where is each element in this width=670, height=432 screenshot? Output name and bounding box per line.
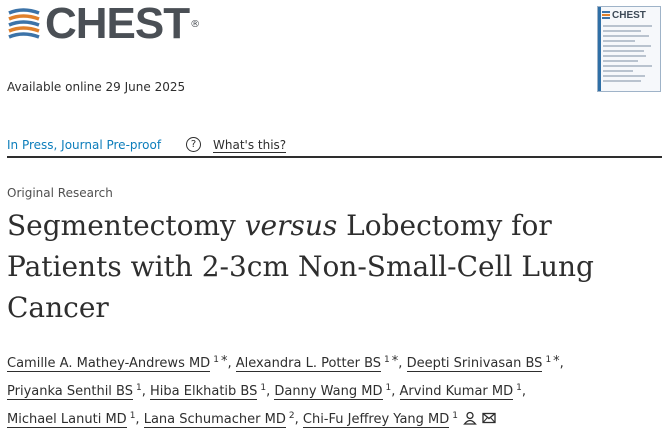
author-item: Arvind Kumar MD 1, bbox=[399, 383, 527, 400]
author-name-link[interactable]: Danny Wang MD bbox=[274, 384, 383, 400]
author-name-link[interactable]: Deepti Srinivasan BS bbox=[406, 356, 543, 372]
journal-cover-thumbnail[interactable]: CHEST bbox=[597, 6, 661, 92]
equal-contribution-star: * bbox=[553, 354, 560, 369]
envelope-icon[interactable] bbox=[482, 411, 496, 425]
author-affiliation-sup[interactable]: 1 bbox=[384, 355, 390, 365]
equal-contribution-star: * bbox=[391, 354, 399, 369]
author-affiliation-sup[interactable]: 1 bbox=[452, 411, 459, 421]
author-affiliation-sup[interactable]: 1 bbox=[516, 383, 522, 393]
author-item: Michael Lanuti MD 1, bbox=[7, 411, 140, 428]
author-item: Alexandra L. Potter BS 1 *, bbox=[235, 354, 403, 372]
author-separator: , bbox=[266, 384, 271, 399]
author-separator: , bbox=[141, 384, 146, 399]
author-affiliation-sup[interactable]: 1 bbox=[213, 355, 219, 365]
logo-text: CHEST bbox=[45, 0, 190, 48]
author-item: Danny Wang MD 1, bbox=[274, 383, 396, 400]
title-part-2: Lobectomy for Patients with 2-3cm Non-Sm… bbox=[7, 209, 594, 324]
article-type: Original Research bbox=[7, 186, 113, 200]
cover-title: CHEST bbox=[612, 10, 646, 21]
author-separator: , bbox=[398, 356, 403, 371]
author-name-link[interactable]: Camille A. Mathey-Andrews MD bbox=[7, 356, 211, 372]
author-list: Camille A. Mathey-Andrews MD 1 *, Alexandr… bbox=[7, 348, 662, 432]
registered-mark: ® bbox=[190, 18, 201, 30]
author-separator: , bbox=[227, 356, 232, 371]
author-name-link[interactable]: Lana Schumacher MD bbox=[143, 412, 286, 428]
whats-this-link[interactable]: What's this? bbox=[213, 138, 287, 153]
author-name-link[interactable]: Alexandra L. Potter BS bbox=[235, 356, 382, 372]
author-item: Priyanka Senthil BS 1, bbox=[7, 383, 146, 400]
author-affiliation-sup[interactable]: 1 bbox=[385, 383, 392, 393]
available-online-date: Available online 29 June 2025 bbox=[7, 80, 186, 94]
author-affiliation-sup[interactable]: 2 bbox=[288, 411, 295, 421]
author-name-link[interactable]: Chi-Fu Jeffrey Yang MD bbox=[302, 412, 450, 428]
author-separator: , bbox=[521, 384, 527, 399]
author-separator: , bbox=[135, 412, 140, 427]
author-name-link[interactable]: Priyanka Senthil BS bbox=[7, 384, 133, 400]
person-icon[interactable] bbox=[463, 411, 477, 425]
in-press-link[interactable]: In Press, Journal Pre-proof bbox=[7, 138, 162, 152]
author-item: Lana Schumacher MD 2, bbox=[143, 411, 299, 428]
journal-logo[interactable]: CHEST ® bbox=[7, 0, 201, 48]
chest-logo-mark-icon bbox=[8, 8, 40, 39]
author-affiliation-sup[interactable]: 1 bbox=[260, 383, 267, 393]
author-affiliation-sup[interactable]: 1 bbox=[545, 355, 552, 365]
cover-text-lines bbox=[603, 25, 657, 85]
equal-contribution-star: * bbox=[220, 354, 228, 369]
title-italic: versus bbox=[244, 209, 338, 242]
author-separator: , bbox=[391, 384, 396, 399]
author-name-link[interactable]: Michael Lanuti MD bbox=[7, 412, 127, 428]
cover-spine bbox=[598, 7, 601, 91]
author-separator: , bbox=[294, 412, 299, 427]
title-part-1: Segmentectomy bbox=[7, 209, 245, 242]
author-name-link[interactable]: Hiba Elkhatib BS bbox=[150, 384, 258, 400]
author-name-link[interactable]: Arvind Kumar MD bbox=[399, 384, 514, 400]
cover-logo-icon bbox=[602, 11, 610, 19]
author-item: Camille A. Mathey-Andrews MD 1 *, bbox=[7, 354, 232, 372]
help-icon[interactable]: ? bbox=[186, 137, 201, 152]
author-separator: , bbox=[559, 356, 564, 371]
article-title: Segmentectomy versus Lobectomy for Patie… bbox=[7, 205, 647, 328]
article-status-bar: In Press, Journal Pre-proof ? What's thi… bbox=[7, 136, 662, 158]
author-item: Chi-Fu Jeffrey Yang MD 1 bbox=[302, 411, 496, 428]
author-affiliation-sup[interactable]: 1 bbox=[129, 411, 136, 421]
author-affiliation-sup[interactable]: 1 bbox=[136, 383, 142, 393]
author-item: Hiba Elkhatib BS 1, bbox=[150, 383, 271, 400]
author-item: Deepti Srinivasan BS 1 *, bbox=[406, 354, 564, 372]
